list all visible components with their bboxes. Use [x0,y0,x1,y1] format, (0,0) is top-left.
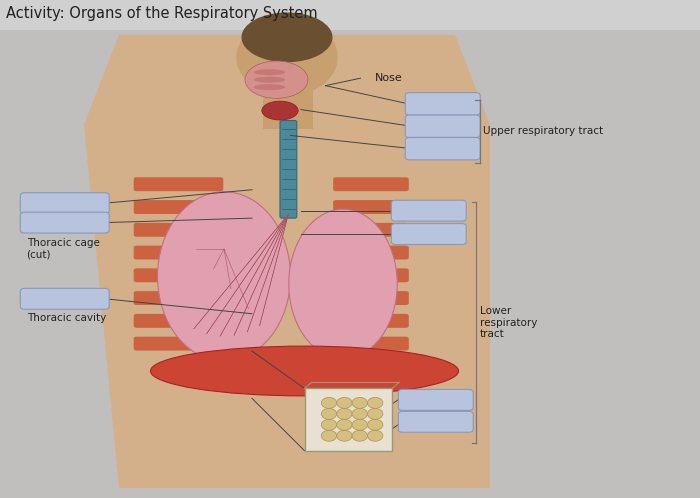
FancyBboxPatch shape [134,291,223,305]
Bar [304,388,392,451]
Ellipse shape [237,18,337,96]
Circle shape [321,408,337,419]
Text: Lower
respiratory
tract: Lower respiratory tract [480,306,537,339]
Circle shape [337,397,352,408]
FancyBboxPatch shape [134,200,223,214]
Circle shape [321,419,337,430]
FancyBboxPatch shape [333,200,409,214]
FancyBboxPatch shape [134,177,223,191]
Ellipse shape [241,12,332,62]
FancyBboxPatch shape [134,314,223,328]
Text: Activity: Organs of the Respiratory System: Activity: Organs of the Respiratory Syst… [6,6,317,21]
FancyBboxPatch shape [391,224,466,245]
FancyBboxPatch shape [333,246,409,259]
FancyBboxPatch shape [134,268,223,282]
FancyBboxPatch shape [20,193,109,214]
Circle shape [368,430,383,441]
FancyBboxPatch shape [134,246,223,259]
Ellipse shape [253,69,286,75]
Text: Upper respiratory tract: Upper respiratory tract [483,126,603,136]
FancyBboxPatch shape [405,115,480,137]
FancyBboxPatch shape [333,291,409,305]
Text: Nose: Nose [374,73,402,83]
Polygon shape [84,35,490,488]
Circle shape [321,397,337,408]
FancyBboxPatch shape [398,411,473,432]
FancyBboxPatch shape [398,389,473,410]
Bar [262,75,313,129]
Ellipse shape [245,61,308,99]
FancyBboxPatch shape [134,223,223,237]
Ellipse shape [150,346,459,396]
FancyBboxPatch shape [405,137,480,160]
Ellipse shape [253,77,286,83]
Bar [0,0,700,30]
Circle shape [337,430,352,441]
FancyBboxPatch shape [333,337,409,351]
Circle shape [368,397,383,408]
Circle shape [337,408,352,419]
Ellipse shape [158,192,290,361]
FancyBboxPatch shape [134,337,223,351]
FancyBboxPatch shape [280,121,297,218]
FancyBboxPatch shape [333,268,409,282]
Ellipse shape [288,209,398,359]
FancyBboxPatch shape [333,177,409,191]
Text: Thoracic cage
(cut): Thoracic cage (cut) [27,238,99,259]
Circle shape [352,419,368,430]
Circle shape [352,430,368,441]
Circle shape [352,408,368,419]
Circle shape [368,408,383,419]
Circle shape [368,419,383,430]
Circle shape [337,419,352,430]
Circle shape [352,397,368,408]
Text: Thoracic cavity: Thoracic cavity [27,313,106,323]
Ellipse shape [262,101,298,120]
FancyBboxPatch shape [20,288,109,309]
Circle shape [321,430,337,441]
FancyBboxPatch shape [20,212,109,233]
FancyBboxPatch shape [333,314,409,328]
FancyBboxPatch shape [333,223,409,237]
FancyBboxPatch shape [405,93,480,115]
Ellipse shape [253,84,286,90]
FancyBboxPatch shape [391,200,466,221]
